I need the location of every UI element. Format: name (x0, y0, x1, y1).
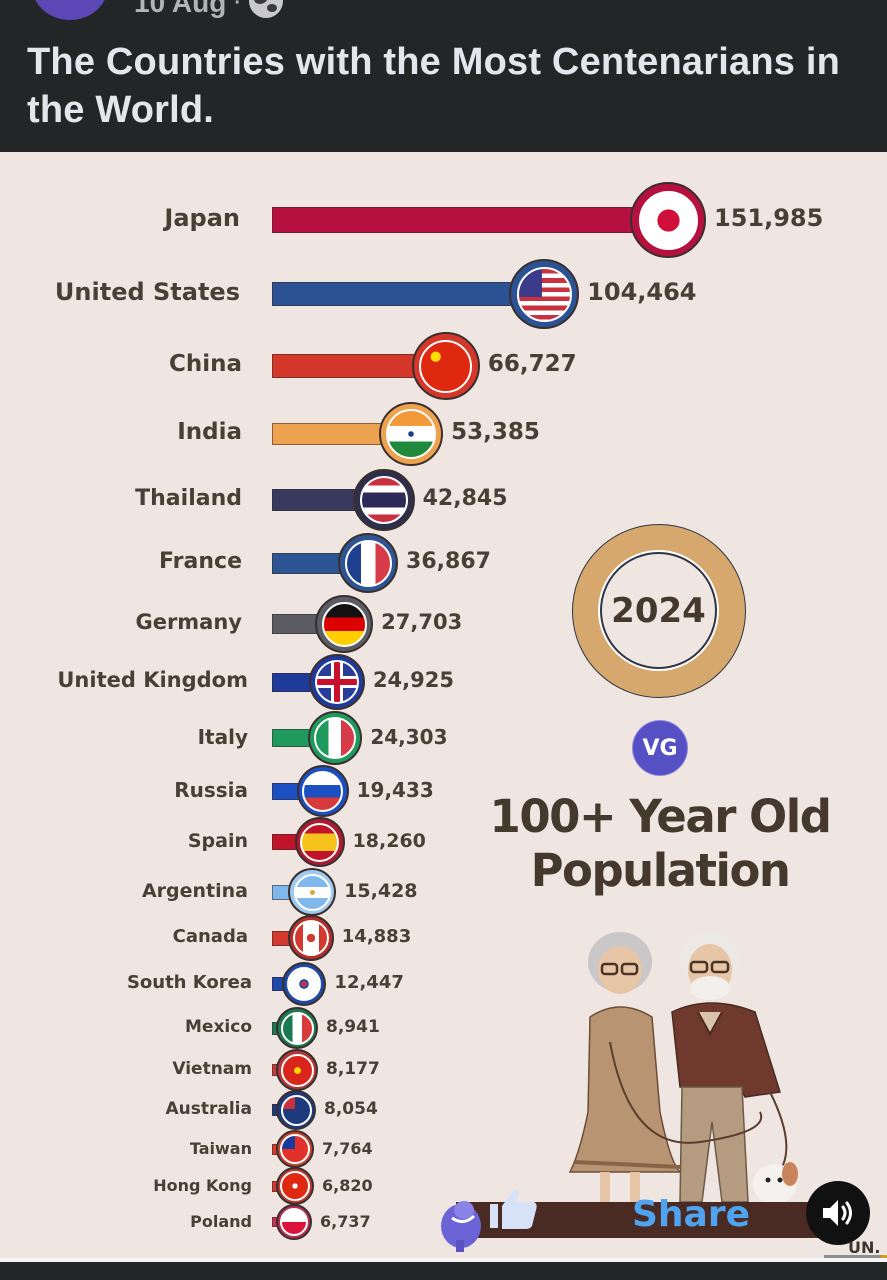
flag-icon (308, 654, 365, 710)
value-label: 8,941 (326, 1016, 380, 1037)
value-label: 6,737 (320, 1211, 371, 1231)
flag-icon (294, 817, 345, 867)
value-label: 66,727 (487, 351, 577, 378)
country-label: Russia (174, 778, 248, 802)
flag-icon (308, 711, 363, 765)
flag-icon (276, 1049, 318, 1091)
country-label: Thailand (135, 485, 242, 511)
corner-watermark: UN. (848, 1238, 881, 1257)
value-label: 24,303 (370, 725, 448, 749)
video-media[interactable]: Japan 151,985 United States 104,464 China 66,… (0, 152, 887, 1258)
flag-icon (276, 1204, 312, 1240)
flag-icon (315, 595, 374, 653)
flag-icon (276, 1090, 316, 1130)
flag-icon (509, 259, 580, 329)
flag-icon (282, 962, 327, 1006)
value-label: 53,385 (451, 419, 540, 446)
flag-icon (338, 533, 399, 593)
year-badge: 2024 (572, 524, 746, 698)
post-footer (0, 1262, 887, 1280)
value-label: 7,764 (322, 1138, 373, 1158)
post-title: The Countries with the Most Centenarians… (27, 41, 841, 131)
sound-toggle-button[interactable] (806, 1181, 870, 1245)
avatar[interactable] (32, 0, 108, 20)
country-label: India (177, 419, 242, 446)
video-progress-bar[interactable] (824, 1255, 887, 1258)
country-label: Vietnam (172, 1058, 252, 1079)
country-label: United Kingdom (57, 668, 248, 693)
value-label: 18,260 (352, 829, 426, 852)
value-label: 6,820 (322, 1175, 373, 1195)
flag-icon (352, 469, 415, 531)
bar (272, 207, 668, 233)
country-label: South Korea (126, 972, 252, 994)
subtitle-line-1: 100+ Year Old (489, 790, 832, 843)
value-label: 12,447 (334, 972, 404, 994)
flag-icon (630, 182, 706, 258)
country-label: Italy (197, 725, 248, 749)
divider (0, 1258, 887, 1262)
value-label: 14,883 (341, 926, 412, 948)
country-label: Canada (172, 926, 248, 948)
subtitle-line-2: Population (530, 844, 791, 897)
flag-icon (287, 915, 334, 961)
value-label: 8,177 (326, 1058, 380, 1079)
bar (272, 282, 545, 306)
post-header: 10 Aug · The Countries with the Most Cen… (0, 0, 887, 152)
elderly-couple-illustration (568, 932, 798, 1208)
chart-subtitle: 100+ Year Old Population (470, 790, 850, 898)
speaker-icon (823, 1200, 852, 1226)
country-label: Germany (135, 610, 242, 635)
flag-icon (276, 1167, 314, 1205)
value-label: 8,054 (324, 1098, 378, 1119)
country-label: Spain (187, 829, 248, 852)
country-label: Argentina (141, 879, 248, 902)
country-label: Australia (165, 1098, 253, 1119)
value-label: 15,428 (344, 879, 418, 902)
country-label: Mexico (185, 1016, 252, 1037)
year-label: 2024 (611, 590, 706, 631)
flag-icon (276, 1007, 318, 1049)
post-date[interactable]: 10 Aug (134, 0, 227, 18)
post-meta: 10 Aug · (134, 0, 283, 20)
country-label: France (159, 548, 242, 574)
flag-icon (411, 332, 480, 400)
channel-logo: VG (632, 720, 688, 776)
thumbs-up-icon[interactable] (488, 1188, 538, 1230)
country-label: Poland (190, 1211, 252, 1231)
value-label: 27,703 (381, 610, 463, 635)
value-label: 151,985 (714, 204, 824, 233)
value-label: 36,867 (406, 548, 491, 574)
flag-icon (288, 868, 337, 916)
value-label: 19,433 (356, 778, 434, 802)
country-label: United States (54, 278, 240, 307)
value-label: 24,925 (372, 668, 454, 693)
meta-separator: · (234, 0, 241, 14)
value-label: 42,845 (422, 485, 508, 511)
flag-icon (379, 402, 444, 466)
country-label: Hong Kong (153, 1175, 252, 1195)
share-button[interactable]: Share (632, 1194, 751, 1235)
country-label: Taiwan (189, 1138, 252, 1158)
flag-icon (296, 765, 349, 817)
country-label: Japan (164, 204, 240, 233)
value-label: 104,464 (587, 278, 697, 307)
flag-icon (276, 1130, 314, 1168)
globe-icon (248, 0, 283, 18)
mascot-icon (441, 1201, 481, 1252)
country-label: China (168, 351, 242, 378)
